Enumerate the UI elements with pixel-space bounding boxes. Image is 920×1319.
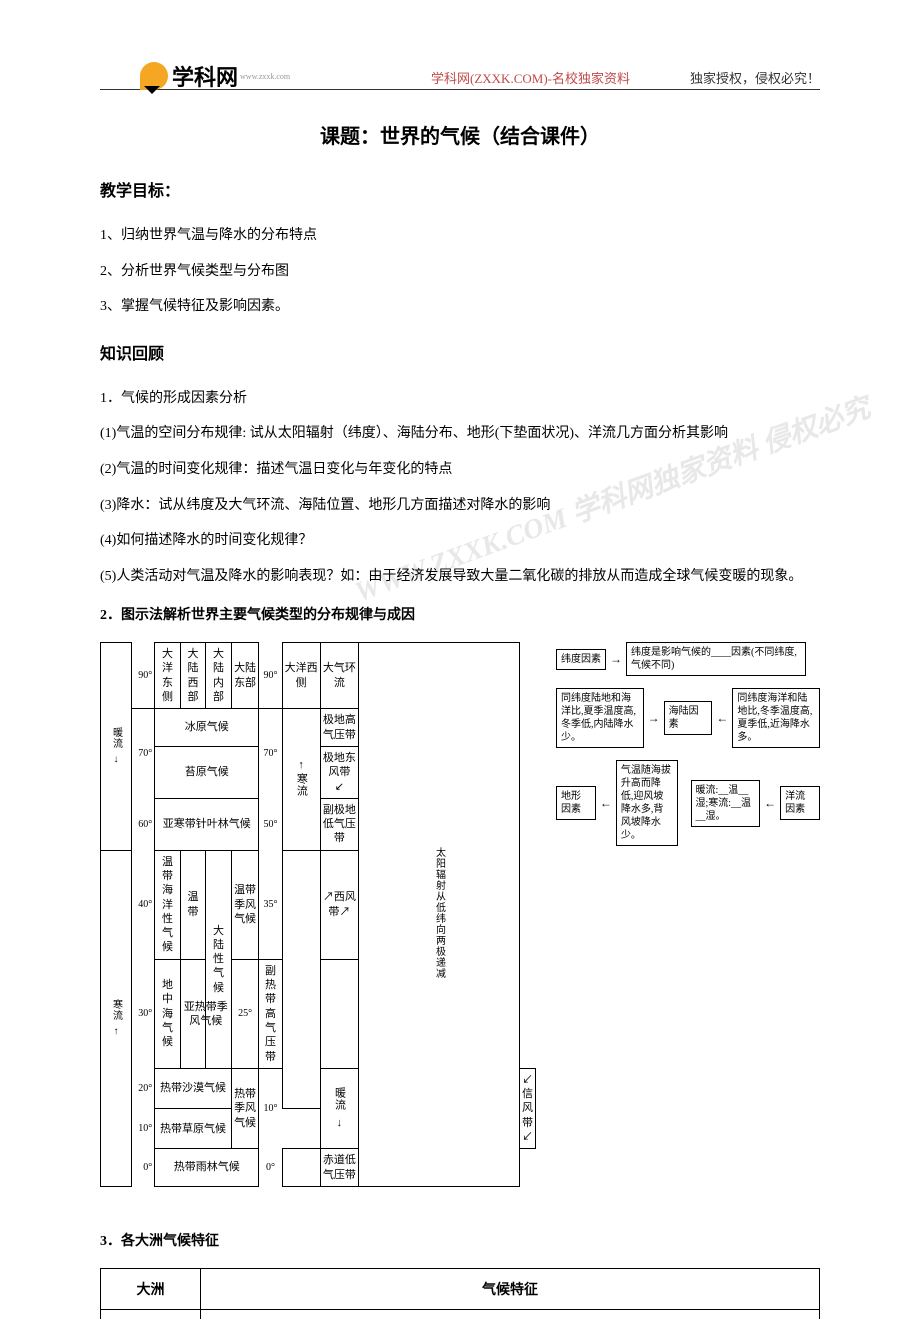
circulation-cell: ↙信风带↙ <box>520 1068 536 1148</box>
continent-table: 大洲 气候特征 亚洲 气候多样复杂；季风气候显著；大陆性气候分布广 <box>100 1268 820 1319</box>
arrow-icon: ← <box>600 796 612 811</box>
review-p3: (3)降水：试从纬度及大气环流、海陆位置、地形几方面描述对降水的影响 <box>100 489 820 523</box>
flow-box-sea-desc: 同纬度海洋和陆地比,冬季温度高,夏季低,近海降水多。 <box>732 688 820 748</box>
table-header: 大洋东侧 <box>155 643 181 709</box>
lat-label: 10° <box>259 1068 282 1148</box>
diagram-container: 暖流↓ 90° 大洋东侧 大陆西部 大陆内部 大陆东部 90° 大洋西侧 大气环… <box>100 642 820 1187</box>
flow-box-current: 洋流因素 <box>780 786 820 820</box>
lat-label: 40° <box>132 850 155 959</box>
review-sub3: 3．各大洲气候特征 <box>100 1227 820 1258</box>
circulation-cell: 极地东风带↙ <box>320 746 358 798</box>
empty-cell <box>282 1149 320 1187</box>
side-label-warm: 暖流↓ <box>101 643 132 851</box>
table-header: 大洲 <box>101 1268 201 1309</box>
climate-cell: 苔原气候 <box>155 746 259 798</box>
lat-label: 20° <box>132 1068 155 1108</box>
lat-label: 0° <box>259 1149 282 1187</box>
side-label-cold: 寒流↑ <box>101 850 132 1186</box>
climate-cell: 热带雨林气候 <box>155 1149 259 1187</box>
goal-item: 2、分析世界气候类型与分布图 <box>100 255 820 289</box>
climate-distribution-table: 暖流↓ 90° 大洋东侧 大陆西部 大陆内部 大陆东部 90° 大洋西侧 大气环… <box>100 642 536 1187</box>
table-cell: 气候多样复杂；季风气候显著；大陆性气候分布广 <box>201 1309 820 1319</box>
review-p5: (5)人类活动对气温及降水的影响表现？如：由于经济发展导致大量二氧化碳的排放从而… <box>100 560 820 594</box>
goal-item: 3、掌握气候特征及影响因素。 <box>100 290 820 324</box>
circulation-cell: 副热带高气压带 <box>259 959 282 1068</box>
table-header: 大陆内部 <box>206 643 232 709</box>
lat-label: 35° <box>259 850 282 959</box>
flow-box-terrain-desc: 气温随海拔升高而降低,迎风坡降水多,背风坡降水少。 <box>616 760 678 846</box>
goals-heading: 教学目标： <box>100 177 820 201</box>
flow-box-latitude: 纬度因素 <box>556 649 606 670</box>
climate-cell: 温带海洋性气候 <box>155 850 181 959</box>
lat-label: 60° <box>132 798 155 850</box>
review-p2: (2)气温的时间变化规律：描述气温日变化与年变化的特点 <box>100 453 820 487</box>
table-cell: 亚洲 <box>101 1309 201 1319</box>
side-label-radiation: 太阳辐射从低纬向两极递减 <box>358 643 519 1187</box>
header-right: 独家授权，侵权必究！ <box>690 68 820 87</box>
flow-box-sealand: 海陆因素 <box>664 701 713 735</box>
side-cold: ↑寒流 <box>282 709 320 850</box>
climate-cell: 热带季风气候 <box>231 1068 259 1148</box>
table-header: 大陆东部 <box>231 643 259 709</box>
arrow-icon: ← <box>716 711 728 726</box>
flow-box-current-desc: 暖流:__温__湿;寒流:__温__湿。 <box>691 780 761 827</box>
table-header: 气候特征 <box>201 1268 820 1309</box>
arrow-icon: → <box>648 711 660 726</box>
table-header: 大洋西侧 <box>282 643 320 709</box>
arrow-icon: → <box>610 652 622 667</box>
logo-text: 学科网 <box>172 60 238 92</box>
climate-cell: 温带季风气候 <box>231 850 259 959</box>
flow-box-latitude-desc: 纬度是影响气候的____因素(不同纬度,气候不同) <box>626 642 806 676</box>
circulation-cell: ↗西风带↗ <box>320 850 358 959</box>
factor-flow-diagram: 纬度因素 → 纬度是影响气候的____因素(不同纬度,气候不同) 同纬度陆地和海… <box>556 642 820 846</box>
climate-cell: 温带 <box>180 850 206 959</box>
table-header: 大陆西部 <box>180 643 206 709</box>
lat-label: 70° <box>259 709 282 798</box>
lat-label: 50° <box>259 798 282 850</box>
empty-cell <box>282 850 320 1108</box>
review-sub2: 2．图示法解析世界主要气候类型的分布规律与成因 <box>100 601 820 632</box>
logo-subtext: www.zxxk.com <box>240 72 290 81</box>
lat-label: 25° <box>231 959 259 1068</box>
flow-box-terrain: 地形因素 <box>556 786 596 820</box>
climate-cell: 热带草原气候 <box>155 1109 232 1149</box>
arrow-icon: ← <box>764 796 776 811</box>
goal-item: 1、归纳世界气温与降水的分布特点 <box>100 219 820 253</box>
page-title: 课题：世界的气候（结合课件） <box>100 120 820 149</box>
header-logo: 学科网 www.zxxk.com <box>140 60 290 92</box>
climate-cell: 冰原气候 <box>155 709 259 747</box>
table-header: 大气环流 <box>320 643 358 709</box>
review-p1: (1)气温的空间分布规律: 试从太阳辐射（纬度）、海陆分布、地形(下垫面状况)、… <box>100 417 820 451</box>
climate-cell: 亚寒带针叶林气候 <box>155 798 259 850</box>
review-heading: 知识回顾 <box>100 340 820 364</box>
climate-cell: 地中海气候 <box>155 959 181 1068</box>
review-p4: (4)如何描述降水的时间变化规律？ <box>100 524 820 558</box>
lat-label: 10° <box>132 1109 155 1149</box>
circulation-cell: 副极地低气压带 <box>320 798 358 850</box>
header-center: 学科网(ZXXK.COM)-名校独家资料 <box>431 68 630 87</box>
side-warm: 暖流↓ <box>320 1068 358 1148</box>
circulation-cell: 赤道低气压带 <box>320 1149 358 1187</box>
logo-icon <box>140 62 168 90</box>
climate-cell: 热带沙漠气候 <box>155 1068 232 1108</box>
lat-label: 90° <box>132 643 155 709</box>
flow-box-land-desc: 同纬度陆地和海洋比,夏季温度高,冬季低,内陆降水少。 <box>556 688 644 748</box>
lat-label: 90° <box>259 643 282 709</box>
circulation-cell: 极地高气压带 <box>320 709 358 747</box>
review-sub1: 1．气候的形成因素分析 <box>100 382 820 416</box>
lat-label: 70° <box>132 709 155 798</box>
lat-label: 30° <box>132 959 155 1068</box>
lat-label: 0° <box>132 1149 155 1187</box>
